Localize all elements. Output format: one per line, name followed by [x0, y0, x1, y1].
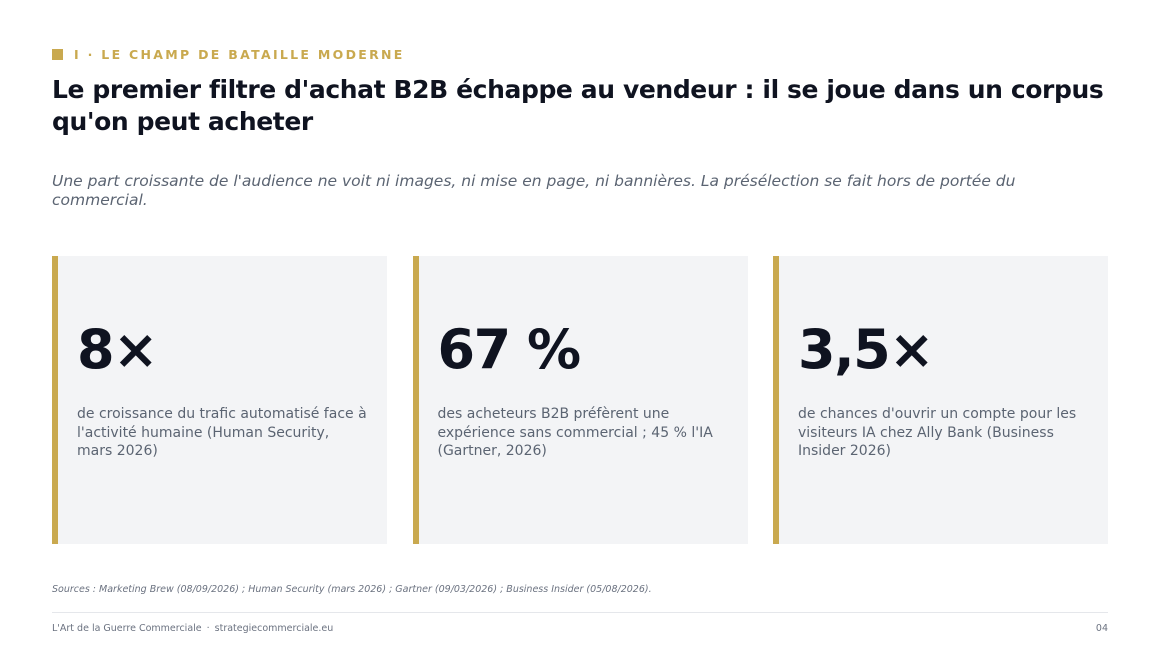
page-number: 04	[1095, 623, 1108, 634]
stat-card: 67 % des acheteurs B2B préfèrent une exp…	[412, 256, 748, 544]
stat-card: 3,5× de chances d'ouvrir un compte pour …	[773, 256, 1108, 544]
footer-site: strategiecommerciale.eu	[214, 623, 334, 634]
footer-brand: L'Art de la Guerre Commerciale · strategie…	[52, 623, 333, 634]
footer-divider	[52, 612, 1108, 613]
eyebrow-label: I · LE CHAMP DE BATAILLE MODERNE	[74, 46, 405, 62]
stat-description: de croissance du trafic automatisé face …	[77, 406, 367, 459]
stat-value: 67 %	[437, 318, 582, 381]
slide-subtitle: Une part croissante de l'audience ne voi…	[52, 172, 1016, 209]
stat-description: de chances d'ouvrir un compte pour les v…	[798, 406, 1077, 459]
stat-cards: 8× de croissance du trafic automatisé fa…	[52, 256, 1108, 544]
eyebrow-square-marker	[52, 48, 63, 60]
slide-title: Le premier filtre d'achat B2B échappe au…	[52, 75, 1104, 136]
section-eyebrow: I · LE CHAMP DE BATAILLE MODERNE	[52, 46, 405, 62]
stat-value: 3,5×	[798, 318, 934, 381]
sources-note: Sources : Marketing Brew (08/09/2026) ; …	[52, 584, 652, 595]
stat-value: 8×	[77, 318, 158, 381]
footer-brand-name: L'Art de la Guerre Commerciale	[52, 623, 202, 634]
footer-separator: ·	[206, 623, 210, 634]
stat-card: 8× de croissance du trafic automatisé fa…	[52, 256, 387, 544]
stat-description: des acheteurs B2B préfèrent une expérien…	[437, 406, 713, 459]
